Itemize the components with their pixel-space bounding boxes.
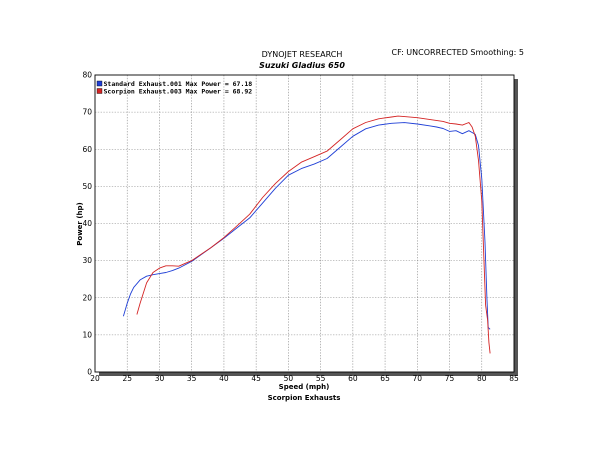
x-tick-label: 50 <box>284 374 294 383</box>
y-tick-label: 60 <box>82 145 92 154</box>
y-tick-label: 0 <box>87 368 92 377</box>
x-tick-labels: 20 25 30 35 40 45 50 55 60 65 70 75 80 85 <box>90 374 519 383</box>
series-lines <box>122 115 491 354</box>
plot-area <box>95 75 514 372</box>
x-tick-label: 80 <box>477 374 487 383</box>
plot-frame <box>94 74 515 373</box>
x-axis-label: Speed (mph) <box>279 383 330 391</box>
x-tick-label: 60 <box>348 374 358 383</box>
y-axis-label: Power (hp) <box>76 202 84 245</box>
y-tick-label: 70 <box>82 108 92 117</box>
series-line-2 <box>136 115 491 354</box>
y-tick-labels: 0 10 20 30 40 50 60 70 80 <box>82 71 92 377</box>
x-tick-label: 30 <box>155 374 165 383</box>
y-tick-label: 40 <box>82 219 92 228</box>
legend-label-1: Standard Exhaust.001 Max Power = 67.18 <box>104 80 253 88</box>
x-tick-label: 25 <box>122 374 132 383</box>
chart-title: Suzuki Gladius 650 <box>259 61 345 70</box>
header-company: DYNOJET RESEARCH <box>262 50 343 59</box>
y-tick-label: 80 <box>82 71 92 80</box>
y-tick-label: 30 <box>82 256 92 265</box>
header-settings: CF: UNCORRECTED Smoothing: 5 <box>392 48 525 57</box>
legend-swatch-1 <box>96 80 103 87</box>
x-tick-label: 75 <box>445 374 455 383</box>
gridlines <box>95 75 514 372</box>
x-tick-label: 65 <box>380 374 390 383</box>
x-tick-label: 70 <box>413 374 423 383</box>
x-axis-footer: Scorpion Exhausts <box>268 394 341 402</box>
y-tick-label: 20 <box>82 293 92 302</box>
legend: Standard Exhaust.001 Max Power = 67.18Sc… <box>96 80 253 96</box>
x-tick-label: 45 <box>251 374 261 383</box>
x-tick-label: 55 <box>316 374 326 383</box>
legend-label-2: Scorpion Exhaust.003 Max Power = 68.92 <box>104 88 253 96</box>
legend-swatch-2 <box>96 88 103 94</box>
x-tick-label: 85 <box>509 374 519 383</box>
x-tick-label: 40 <box>219 374 229 383</box>
y-tick-label: 10 <box>82 330 92 339</box>
x-tick-label: 20 <box>90 374 100 383</box>
y-tick-label: 50 <box>82 182 92 191</box>
x-tick-label: 35 <box>187 374 197 383</box>
series-line-1 <box>122 122 491 330</box>
